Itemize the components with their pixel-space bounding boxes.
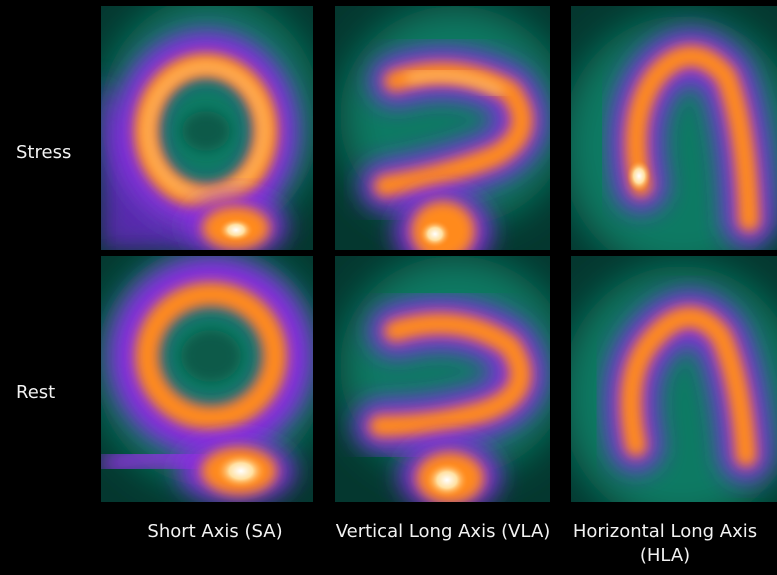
- column-label-short-axis: Short Axis (SA): [147, 521, 283, 542]
- column-label-vertical-long-axis: Vertical Long Axis (VLA): [335, 521, 551, 542]
- rest-short-axis-image: [101, 256, 313, 502]
- rest-vertical-long-axis-image: [335, 256, 550, 502]
- rest-horizontal-long-axis-image: [571, 256, 777, 502]
- row-label-rest: Rest: [16, 382, 56, 403]
- stress-horizontal-long-axis-image: [571, 6, 777, 250]
- stress-vertical-long-axis-image: [335, 6, 550, 250]
- stress-short-axis-image: [101, 6, 313, 250]
- row-label-stress: Stress: [16, 142, 72, 163]
- column-label-horizontal-long-axis: Horizontal Long Axis (HLA): [572, 521, 758, 566]
